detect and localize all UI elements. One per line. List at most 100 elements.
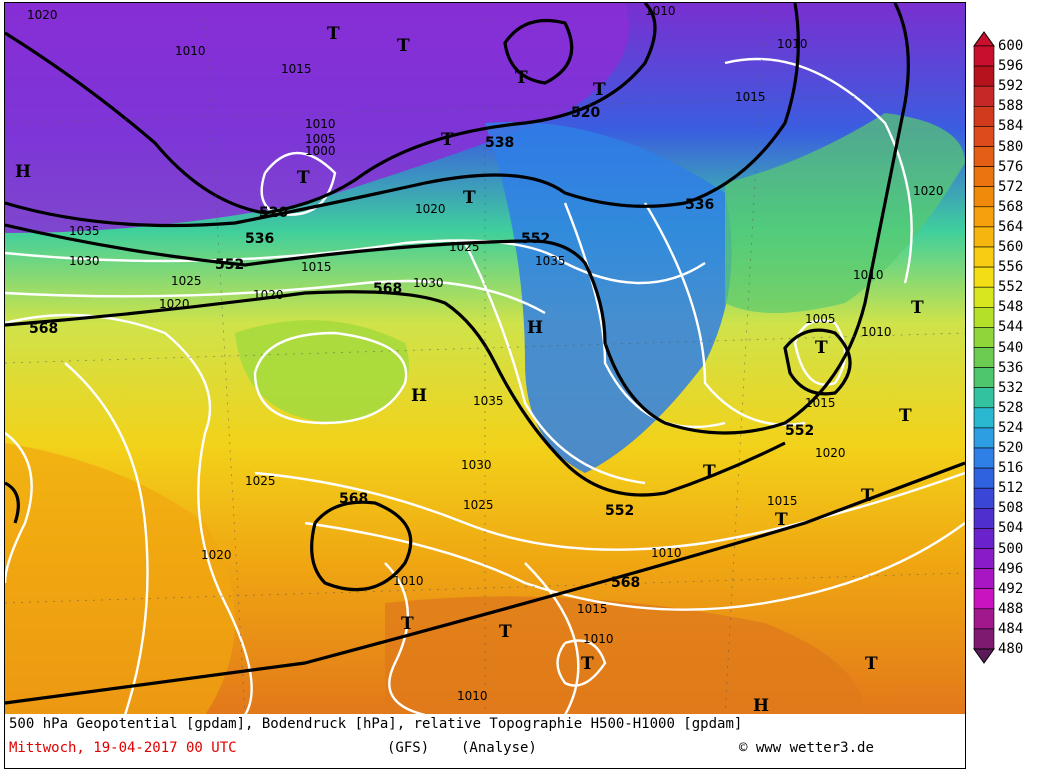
isobar-label: 1005 bbox=[805, 312, 836, 326]
high-symbol: H bbox=[15, 162, 31, 182]
copyright-icon: © bbox=[739, 740, 748, 756]
legend-swatch bbox=[973, 106, 995, 127]
low-symbol: T bbox=[401, 614, 414, 634]
low-symbol: T bbox=[463, 188, 476, 208]
isobar-label: 1025 bbox=[245, 474, 276, 488]
legend-label: 600 bbox=[998, 38, 1024, 54]
geopotential-label: 568 bbox=[373, 281, 402, 297]
isobar-label: 1015 bbox=[577, 602, 608, 616]
legend-swatch bbox=[973, 367, 995, 389]
isobar-label: 1035 bbox=[473, 394, 504, 408]
isobar-label: 1030 bbox=[461, 458, 492, 472]
legend-swatch bbox=[973, 266, 995, 288]
low-symbol: T bbox=[499, 622, 512, 642]
geopotential-label: 536 bbox=[685, 197, 714, 213]
legend-swatch bbox=[973, 467, 995, 489]
geopotential-label: 538 bbox=[485, 135, 514, 151]
legend-swatch bbox=[973, 568, 995, 589]
warm-south-blob bbox=[385, 596, 865, 715]
legend-arrow-bottom bbox=[973, 648, 995, 664]
isobar-label: 1020 bbox=[27, 8, 58, 22]
warm-west-blob bbox=[5, 443, 235, 715]
low-symbol: T bbox=[297, 168, 310, 188]
legend-swatch bbox=[973, 427, 995, 449]
geopotential-label: 552 bbox=[605, 503, 634, 519]
legend-label: 524 bbox=[998, 419, 1024, 436]
isobar-label: 1010 bbox=[777, 37, 808, 51]
legend-swatch bbox=[973, 126, 995, 147]
geopotential-label: 568 bbox=[339, 491, 368, 507]
caption-title: 500 hPa Geopotential [gpdam], Bodendruck… bbox=[9, 716, 743, 732]
legend-label: 480 bbox=[998, 641, 1024, 657]
legend-swatch bbox=[973, 507, 995, 529]
legend-swatch bbox=[973, 306, 995, 328]
trough-core bbox=[485, 121, 732, 473]
legend-swatch bbox=[973, 246, 995, 268]
legend-swatch bbox=[973, 327, 995, 348]
legend-label: 596 bbox=[998, 58, 1024, 75]
isobar-label: 1025 bbox=[171, 274, 202, 288]
legend-label: 496 bbox=[998, 560, 1024, 577]
geopotential-labels: 520 536 552 568 568 536 552 568 552 552 … bbox=[29, 105, 814, 591]
legend-label: 508 bbox=[998, 500, 1024, 517]
legend-swatch bbox=[973, 226, 995, 248]
legend-swatch bbox=[973, 166, 995, 188]
low-symbol: T bbox=[581, 654, 594, 674]
isobar-label: 1010 bbox=[861, 325, 892, 339]
legend-label: 484 bbox=[998, 620, 1024, 637]
legend-label: 500 bbox=[998, 540, 1024, 557]
isobar-label: 1015 bbox=[805, 396, 836, 410]
caption-credit-text: www wetter3.de bbox=[755, 740, 874, 756]
cold-air-north bbox=[5, 3, 629, 233]
isobar-label: 1020 bbox=[415, 202, 446, 216]
map-caption: 500 hPa Geopotential [gpdam], Bodendruck… bbox=[4, 714, 966, 769]
legend-swatch bbox=[973, 588, 995, 610]
legend-label: 536 bbox=[998, 359, 1024, 376]
isobar-label: 1010 bbox=[651, 546, 682, 560]
high-symbol: H bbox=[753, 696, 769, 715]
legend-swatch bbox=[973, 528, 995, 549]
isobar-label: 1005 bbox=[305, 132, 336, 146]
low-symbol: T bbox=[861, 486, 874, 506]
legend-label: 544 bbox=[998, 319, 1024, 336]
legend-swatch bbox=[973, 447, 995, 469]
low-symbol: T bbox=[911, 298, 924, 318]
legend-label: 504 bbox=[998, 520, 1024, 537]
isobar-label: 1010 bbox=[853, 268, 884, 282]
legend-swatch bbox=[973, 85, 995, 107]
isobar-label: 1035 bbox=[535, 254, 566, 268]
geopotential-label: 552 bbox=[521, 231, 550, 247]
legend-swatch bbox=[973, 146, 995, 167]
legend-label: 552 bbox=[998, 279, 1024, 296]
low-symbol: T bbox=[593, 80, 606, 100]
caption-credit: © www wetter3.de bbox=[739, 740, 874, 756]
legend-label: 528 bbox=[998, 399, 1024, 416]
legend-swatch bbox=[973, 628, 995, 650]
legend-label: 584 bbox=[998, 118, 1024, 135]
warm-east-blob bbox=[725, 113, 965, 313]
isobar-label: 1015 bbox=[735, 90, 766, 104]
legend-label: 492 bbox=[998, 580, 1024, 597]
legend-label: 572 bbox=[998, 178, 1024, 195]
legend-swatch bbox=[973, 487, 995, 509]
isobar-label: 1020 bbox=[159, 297, 190, 311]
low-symbol: T bbox=[775, 510, 788, 530]
isobar-label: 1020 bbox=[913, 184, 944, 198]
isobar-label: 1025 bbox=[449, 240, 480, 254]
low-symbol: T bbox=[865, 654, 878, 674]
legend-label: 512 bbox=[998, 480, 1024, 497]
legend-swatch bbox=[973, 286, 995, 308]
geopotential-label: 568 bbox=[611, 575, 640, 591]
legend-swatch bbox=[973, 45, 995, 67]
legend-swatch bbox=[973, 347, 995, 368]
legend-label: 564 bbox=[998, 218, 1024, 235]
isobar-label: 1020 bbox=[815, 446, 846, 460]
color-legend: 600 596 592 588 584 580 576 572 568 564 560 556 552 5… bbox=[968, 30, 1064, 690]
low-symbol: T bbox=[327, 24, 340, 44]
caption-model: (GFS) bbox=[387, 740, 430, 756]
legend-swatch bbox=[973, 407, 995, 429]
geopotential-label: 552 bbox=[785, 423, 814, 439]
low-symbol: T bbox=[441, 130, 454, 150]
weather-map: 1020 1010 1015 1035 1030 1025 1020 1005 … bbox=[4, 2, 966, 716]
isobar-label: 1015 bbox=[301, 260, 332, 274]
